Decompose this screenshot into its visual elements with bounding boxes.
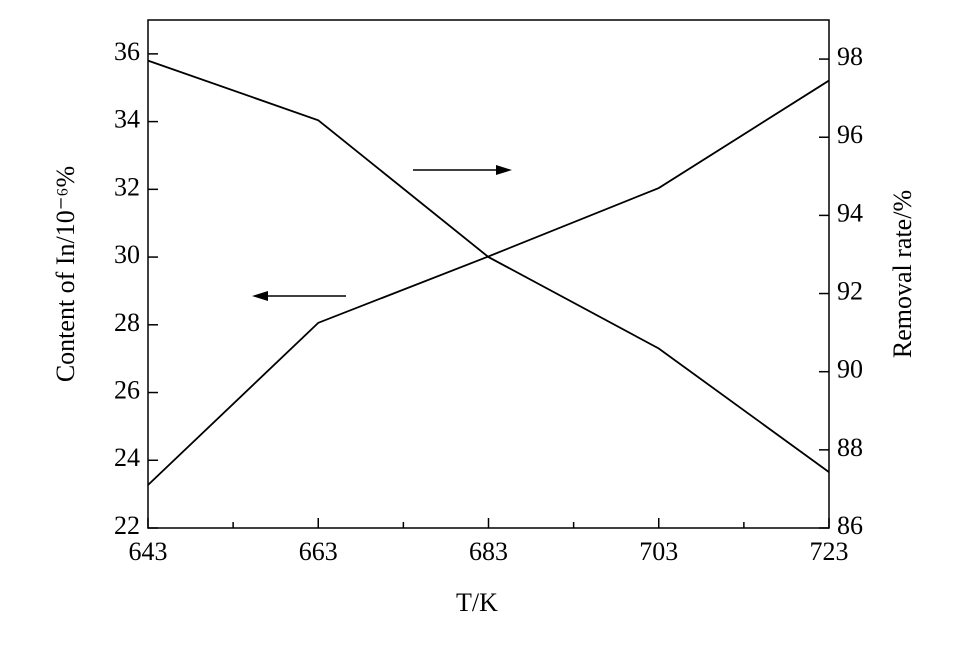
x-tick-label: 663: [299, 537, 338, 566]
x-tick-label: 643: [129, 537, 168, 566]
y2-tick-label: 98: [837, 42, 863, 71]
y-tick-label: 32: [114, 172, 140, 201]
y2-tick-label: 90: [837, 355, 863, 384]
x-axis-label: T/K: [456, 588, 498, 617]
arrow-right: [413, 165, 512, 175]
x-tick-label: 683: [469, 537, 508, 566]
y2-tick-label: 86: [837, 511, 863, 540]
data-line: [147, 59, 830, 473]
y2-axis-label: Removal rate/%: [888, 190, 917, 358]
y-tick-label: 26: [114, 376, 140, 405]
y2-tick-label: 94: [837, 198, 863, 227]
y-tick-label: 36: [114, 37, 140, 66]
y-tick-label: 30: [114, 240, 140, 269]
y-axis-label: Content of In/10⁻⁶%: [51, 166, 80, 382]
y-tick-label: 34: [114, 105, 140, 134]
y2-tick-label: 88: [837, 433, 863, 462]
y2-tick-label: 92: [837, 277, 863, 306]
y-tick-label: 28: [114, 308, 140, 337]
y-tick-label: 24: [114, 443, 140, 472]
y2-tick-label: 96: [837, 120, 863, 149]
x-tick-label: 723: [810, 537, 849, 566]
x-tick-label: 703: [639, 537, 678, 566]
arrow-left: [252, 291, 346, 301]
data-line: [147, 79, 830, 486]
y-tick-label: 22: [114, 511, 140, 540]
